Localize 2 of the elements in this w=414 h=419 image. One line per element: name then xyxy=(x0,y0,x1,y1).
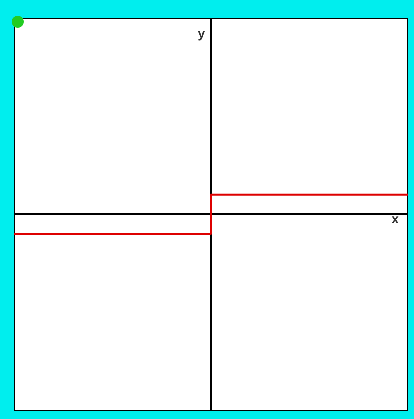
text: y xyxy=(198,26,206,42)
x-axis-title: x xyxy=(392,212,400,226)
